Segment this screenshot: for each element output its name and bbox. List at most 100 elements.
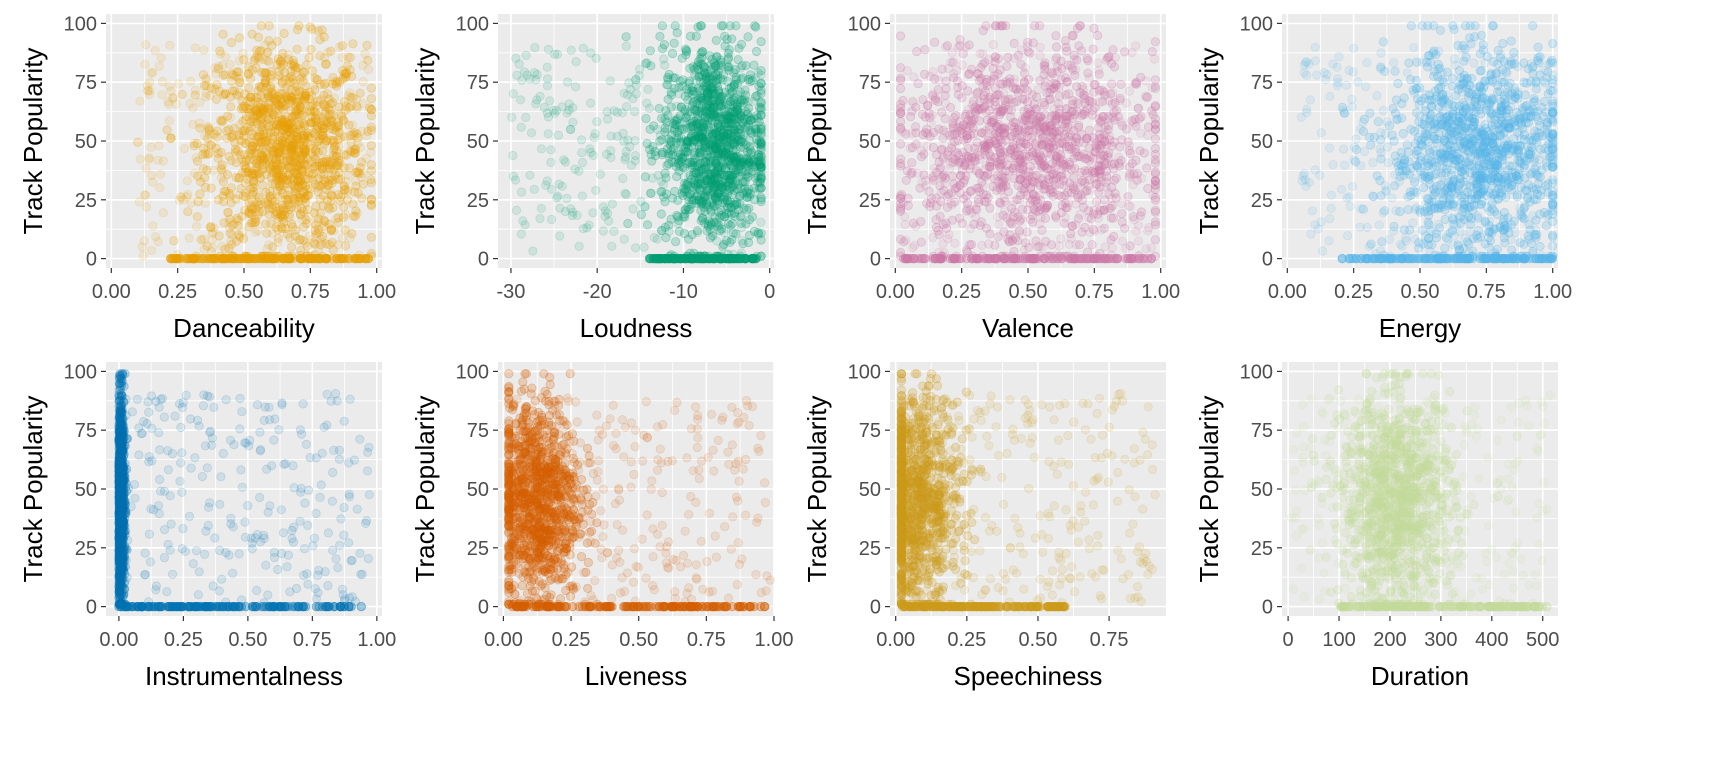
data-point <box>1030 156 1040 166</box>
data-point <box>366 248 376 258</box>
data-point <box>133 137 143 147</box>
data-point <box>340 210 350 220</box>
data-point <box>1069 148 1080 158</box>
data-point <box>578 43 588 53</box>
data-point <box>508 150 518 161</box>
data-point <box>277 114 287 125</box>
data-point <box>162 125 172 135</box>
data-point <box>186 198 196 208</box>
data-point <box>299 140 309 150</box>
data-point <box>195 97 205 107</box>
data-point <box>338 73 348 83</box>
data-point <box>289 61 299 71</box>
data-point <box>230 123 240 133</box>
data-point <box>559 155 569 165</box>
data-point <box>255 112 265 122</box>
data-point <box>301 215 311 225</box>
x-tick-label: 0 <box>764 281 775 303</box>
data-point <box>1014 227 1024 237</box>
data-point <box>314 246 324 256</box>
x-tick-label: 0.25 <box>942 281 981 303</box>
data-point <box>1072 181 1083 192</box>
data-point <box>135 154 145 164</box>
data-point <box>568 207 578 217</box>
data-point <box>306 148 317 159</box>
data-point <box>529 184 539 194</box>
data-point <box>543 44 554 54</box>
data-point <box>309 106 319 116</box>
data-point <box>536 144 547 154</box>
data-point <box>366 83 376 93</box>
data-point <box>576 135 587 145</box>
data-point <box>653 170 663 180</box>
data-point <box>302 218 312 229</box>
data-point <box>902 166 912 176</box>
data-point <box>983 254 993 264</box>
data-point <box>722 149 732 159</box>
data-point <box>292 131 302 141</box>
data-point <box>326 99 336 109</box>
data-point <box>342 61 352 71</box>
data-point <box>265 186 275 197</box>
data-point <box>991 21 1001 31</box>
data-point <box>595 169 606 179</box>
data-point <box>295 101 305 112</box>
data-point <box>999 193 1009 203</box>
data-point <box>240 101 250 111</box>
data-point <box>189 168 200 178</box>
data-point <box>1046 240 1057 250</box>
data-point <box>252 158 262 168</box>
data-point <box>250 218 260 228</box>
data-point <box>270 179 280 189</box>
data-point <box>267 40 277 51</box>
data-point <box>676 154 686 164</box>
data-point <box>699 67 709 77</box>
data-point <box>1035 50 1045 61</box>
data-point <box>258 113 268 123</box>
data-point <box>157 76 167 87</box>
data-point <box>339 68 350 78</box>
data-point <box>895 83 906 94</box>
data-point <box>203 123 213 133</box>
data-point <box>908 97 918 108</box>
data-point <box>917 109 928 120</box>
data-point <box>916 146 926 156</box>
data-point <box>1075 21 1086 31</box>
data-point <box>730 153 740 163</box>
data-point <box>1062 76 1073 87</box>
data-point <box>337 52 347 63</box>
data-point <box>325 124 335 134</box>
data-point <box>1131 155 1141 166</box>
data-point <box>1071 97 1081 107</box>
data-point <box>1054 241 1064 251</box>
data-point <box>535 214 545 224</box>
data-point <box>570 164 580 174</box>
data-point <box>1074 41 1084 51</box>
data-point <box>189 138 199 148</box>
data-point <box>617 108 628 118</box>
data-point <box>700 142 710 152</box>
data-point <box>292 44 302 54</box>
data-point <box>295 181 305 191</box>
data-point <box>240 150 250 160</box>
data-point <box>307 66 317 76</box>
data-point <box>350 176 361 186</box>
data-point <box>163 97 173 107</box>
data-point <box>1029 254 1039 264</box>
data-point <box>256 21 266 31</box>
data-point <box>220 89 230 99</box>
data-point <box>234 173 245 183</box>
data-point <box>296 105 307 115</box>
data-point <box>158 208 168 218</box>
data-point <box>532 69 542 80</box>
data-point <box>1009 78 1019 88</box>
x-tick-label: 0.75 <box>291 281 330 303</box>
data-point <box>212 132 222 142</box>
data-point <box>630 151 641 161</box>
data-point <box>944 230 954 240</box>
data-point <box>311 201 321 212</box>
data-point <box>246 134 257 144</box>
data-point <box>177 89 187 99</box>
